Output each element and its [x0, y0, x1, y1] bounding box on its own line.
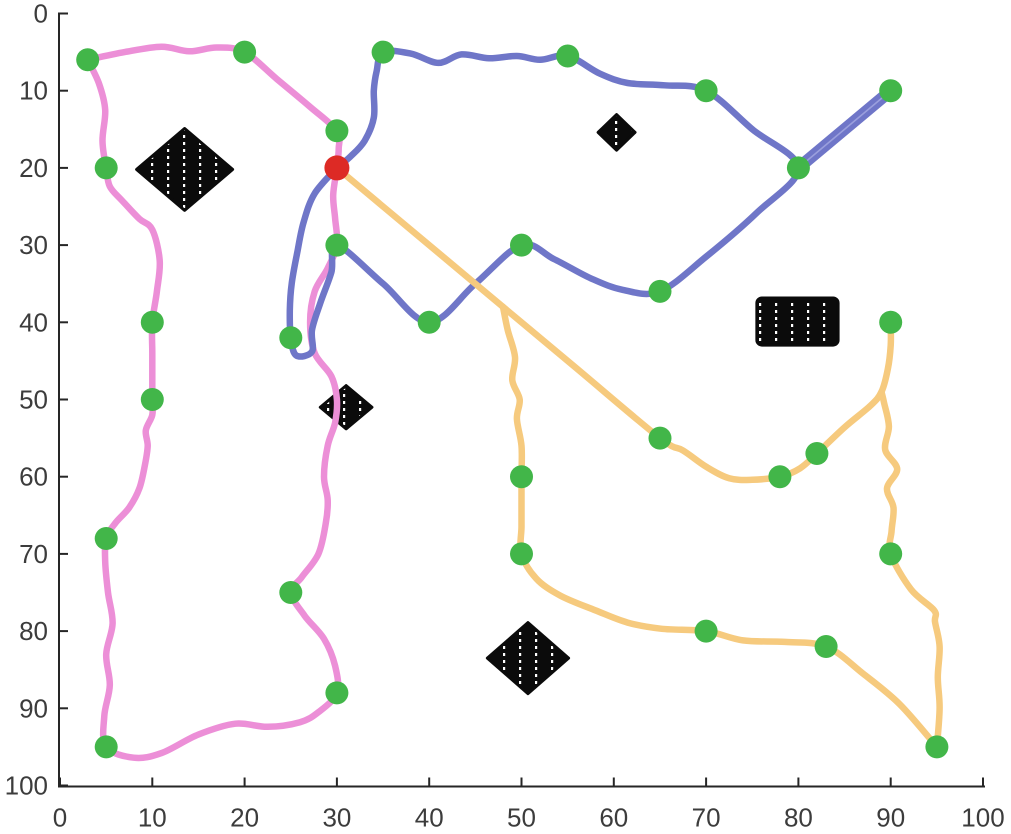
waypoint-marker [879, 79, 903, 103]
orange-route-branch [499, 303, 941, 751]
obstacle-diamond [596, 113, 637, 152]
y-tick-label: 100 [5, 771, 48, 801]
obstacle-rect [755, 296, 840, 347]
waypoint-marker [925, 735, 949, 759]
x-tick-label: 20 [230, 803, 259, 833]
waypoint-marker [279, 581, 303, 604]
waypoint-marker [510, 542, 533, 566]
waypoint-marker [140, 310, 164, 334]
waypoints [76, 40, 949, 759]
start-point-marker [324, 155, 350, 181]
waypoint-marker [648, 426, 672, 450]
blue-thick-seam [797, 89, 892, 169]
y-tick-label: 0 [34, 0, 48, 29]
y-tick-label: 10 [19, 76, 48, 106]
waypoint-marker [694, 79, 718, 103]
y-tick-label: 70 [19, 539, 48, 569]
axes: 0 10 20 30 40 50 60 70 80 90 100010203040506070809… [5, 0, 1005, 833]
waypoint-marker [814, 635, 838, 658]
blue-route [286, 47, 802, 360]
x-tick-label: 80 [784, 803, 813, 833]
x-tick-label: 60 [599, 803, 628, 833]
waypoint-marker [94, 735, 118, 759]
x-tick-label: 90 [876, 803, 905, 833]
axis-lines [58, 12, 985, 788]
waypoint-marker [417, 310, 441, 334]
waypoint-marker [233, 40, 257, 64]
y-tick-label: 80 [19, 616, 48, 646]
waypoint-marker [325, 233, 349, 257]
waypoint-marker [76, 48, 100, 72]
waypoint-marker [325, 681, 349, 705]
waypoint-marker [879, 542, 903, 566]
waypoint-marker [371, 40, 395, 64]
y-tick-label: 90 [19, 693, 48, 723]
routes [84, 43, 943, 762]
y-tick-label: 50 [19, 385, 48, 415]
x-tick-label: 0 [53, 803, 67, 833]
waypoint-marker [556, 44, 580, 68]
waypoint-marker [648, 279, 672, 303]
waypoint-marker [279, 326, 303, 350]
x-tick-label: 10 [138, 803, 167, 833]
waypoint-marker [94, 527, 118, 550]
obstacle-diamond [318, 384, 374, 431]
waypoint-marker [140, 388, 164, 411]
x-tick-label: 30 [322, 803, 351, 833]
waypoint-marker [94, 156, 118, 180]
y-tick-label: 30 [19, 230, 48, 260]
waypoint-marker [786, 156, 810, 180]
y-tick-label: 40 [19, 307, 48, 337]
waypoint-marker [694, 619, 718, 643]
x-tick-label: 70 [692, 803, 721, 833]
x-tick-label: 100 [961, 803, 1004, 833]
waypoint-marker [768, 465, 792, 489]
x-tick-label: 50 [507, 803, 536, 833]
obstacles [135, 113, 840, 696]
waypoint-marker [805, 442, 829, 465]
orange-route-right [878, 388, 943, 751]
x-tick-label: 40 [415, 803, 444, 833]
waypoint-marker [879, 310, 903, 334]
y-tick-label: 20 [19, 153, 48, 183]
waypoint-marker [510, 465, 533, 489]
obstacle-diamond [485, 621, 571, 696]
waypoint-marker [510, 233, 533, 257]
waypoint-marker [325, 119, 349, 143]
obstacle-diamond [135, 127, 235, 212]
y-tick-label: 60 [19, 462, 48, 492]
